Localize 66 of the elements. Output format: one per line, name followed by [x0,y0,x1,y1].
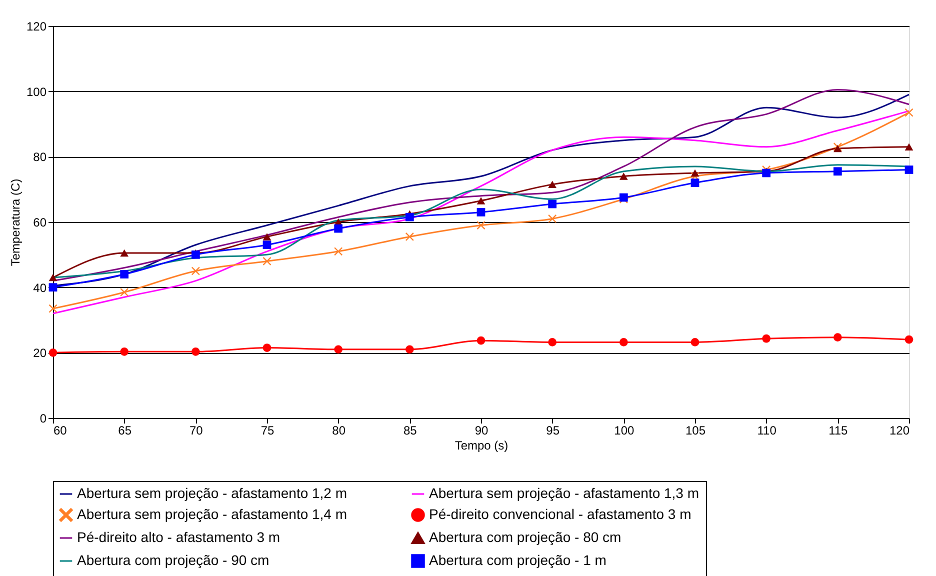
x-tick-label: 110 [757,424,777,438]
x-tick-label: 65 [118,424,132,438]
y-tick-label: 0 [40,412,47,426]
point [262,257,272,266]
point [334,345,343,354]
y-tick-label: 60 [33,216,47,230]
point [690,169,700,177]
point [690,178,700,187]
point [476,208,486,216]
point [833,333,842,342]
point [334,224,343,233]
y-tick-label: 20 [33,346,47,360]
x-tick-label: 105 [685,424,706,438]
point [120,348,129,356]
x-tick-label: 120 [889,424,910,438]
point [904,108,914,117]
point [191,266,200,276]
y-tick-label: 100 [26,84,47,99]
legend-label: Abertura com projeção - 1 m [429,552,606,568]
x-tick-label: 75 [260,424,274,438]
x-tick-label: 115 [828,424,848,438]
point [120,270,129,278]
point [262,233,272,240]
x-tick-label: 60 [54,424,68,438]
point [476,197,486,204]
point [904,143,914,150]
x-tick-label: 100 [614,424,634,438]
point [476,221,486,230]
point [120,249,129,257]
legend-label: Abertura com projeção - 90 cm [77,552,270,568]
y-tick-label: 40 [33,280,47,295]
point [762,168,771,178]
point [690,338,700,346]
point [191,348,200,356]
legend-label: Abertura sem projeção - afastamento 1,3 m [429,485,700,501]
x-axis-title: Tempo (s) [454,438,508,452]
point [904,166,914,174]
point [262,240,272,250]
legend-label: Pé-direito alto - afastamento 3 m [77,529,280,545]
point [48,304,58,313]
y-tick-label: 120 [26,20,47,34]
point [833,167,842,176]
legend-label: Pé-direito convencional - afastamento 3 m [429,506,692,522]
legend-label: Abertura com projeção - 80 cm [429,529,622,545]
x-tick-label: 90 [474,424,488,438]
point [548,180,557,188]
point [619,338,628,346]
point [262,344,272,352]
point [334,247,343,256]
point [405,212,414,222]
point [48,274,58,282]
point [548,338,557,346]
point [405,345,414,354]
point [904,335,914,344]
x-tick-label: 70 [189,424,204,438]
y-tick-label: 80 [33,150,47,164]
legend-label: Abertura sem projeção - afastamento 1,4 m [77,506,348,522]
point [476,336,486,345]
point [762,334,771,343]
legend-label: Abertura sem projeção - afastamento 1,2 m [77,485,348,501]
x-tick-label: 80 [332,424,346,438]
point [548,200,557,208]
x-tick-label: 95 [546,424,560,438]
point [619,172,628,180]
x-tick-label: 85 [403,424,418,438]
y-axis-title: Temperatura (C) [8,178,22,266]
